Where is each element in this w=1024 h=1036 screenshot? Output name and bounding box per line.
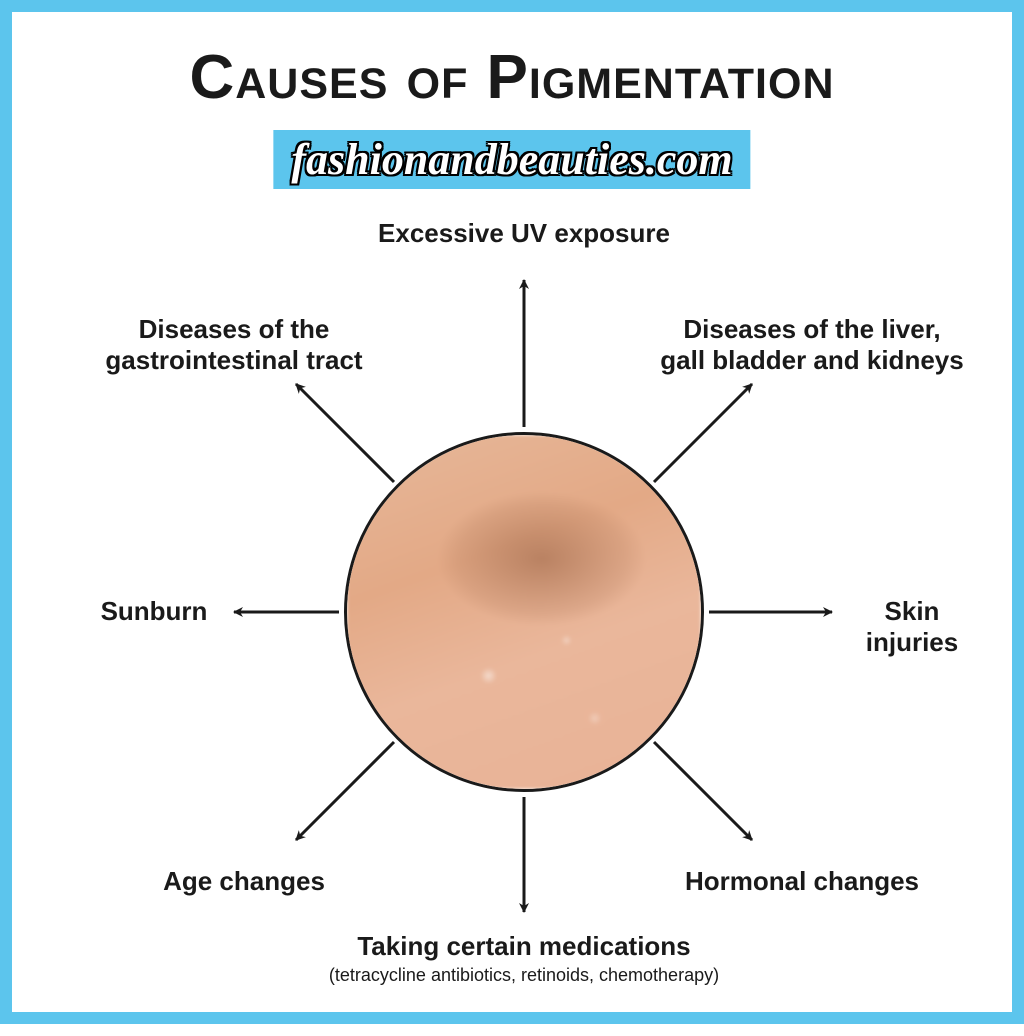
cause-label: Skininjuries <box>832 596 992 658</box>
skin-image <box>347 435 701 789</box>
cause-label: Excessive UV exposure <box>344 218 704 249</box>
cause-sublabel: (tetracycline antibiotics, retinoids, ch… <box>264 965 784 986</box>
frame-border: Causes of Pigmentation fashionandbeautie… <box>0 0 1024 1024</box>
center-skin-circle <box>344 432 704 792</box>
cause-label: Hormonal changes <box>652 866 952 897</box>
radial-diagram: Excessive UV exposure Diseases of the liv… <box>12 192 1012 1012</box>
cause-label: Sunburn <box>64 596 244 627</box>
cause-label: Diseases of thegastrointestinal tract <box>84 314 384 376</box>
cause-label: Taking certain medications <box>294 931 754 962</box>
cause-label: Age changes <box>114 866 374 897</box>
cause-label: Diseases of the liver,gall bladder and k… <box>657 314 967 376</box>
